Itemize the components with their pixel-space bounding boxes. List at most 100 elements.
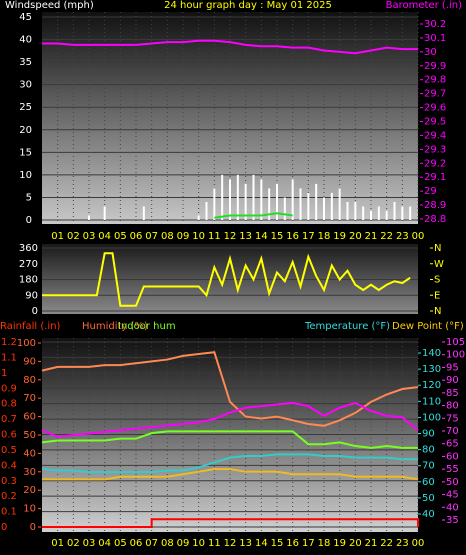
y3-tick-label: 60 (422, 477, 435, 488)
bar (299, 188, 302, 220)
y2-tick-label: 29 (424, 186, 437, 197)
y2-tick-label: 29.6 (424, 103, 446, 114)
x-tick-label: 23 (396, 538, 409, 549)
bar (385, 210, 388, 220)
bar (323, 197, 325, 220)
y4-tick-label: 105 (446, 337, 465, 348)
x-tick-label: 09 (177, 538, 190, 549)
y3-tick-label: 140 (422, 348, 441, 359)
bar (103, 206, 106, 220)
x-tick-label: 04 (98, 231, 111, 242)
bar (409, 206, 412, 220)
y-tick-label: 1.2 (1, 337, 17, 348)
y-tick-label: 5 (26, 192, 32, 203)
bar (142, 206, 145, 220)
bar (221, 174, 224, 220)
y2-tick-label: N (434, 243, 441, 254)
x-tick-label: 23 (396, 231, 409, 242)
bar (197, 215, 200, 220)
x-tick-label: 00 (412, 538, 425, 549)
x-tick-label: 09 (177, 231, 190, 242)
x-tick-label: 22 (380, 231, 393, 242)
axis-title: 24 hour graph day : May 01 2025 (164, 0, 332, 11)
axis-title: Rainfall (.in) (0, 321, 61, 332)
y-tick-label: 0.4 (1, 460, 17, 471)
x-tick-label: 07 (145, 231, 158, 242)
bar (354, 201, 357, 220)
y4-tick-label: 50 (446, 477, 459, 488)
x-tick-label: 08 (161, 538, 174, 549)
y2-tick-label: W (434, 259, 444, 270)
x-tick-label: 02 (67, 538, 80, 549)
y2-tick-label: 29.1 (424, 172, 446, 183)
y2-tick-label: 29.3 (424, 144, 446, 155)
bar (307, 192, 310, 220)
y2-tick-label: 28.8 (424, 214, 446, 225)
x-tick-label: 17 (302, 231, 315, 242)
x-tick-label: 11 (208, 231, 221, 242)
bar (283, 197, 286, 220)
x-tick-label: 02 (67, 231, 80, 242)
x-tick-label: 16 (286, 231, 299, 242)
y4-tick-label: 80 (446, 401, 459, 412)
y2-tick-label: 29.2 (424, 158, 446, 169)
bar (362, 206, 365, 220)
bar (268, 188, 271, 220)
x-tick-label: 12 (224, 538, 237, 549)
x-tick-label: 05 (114, 231, 127, 242)
y2-tick-label: 29.5 (424, 117, 446, 128)
y2-tick-label: N (434, 306, 441, 317)
y2-tick-label: 29.4 (424, 130, 446, 141)
y4-tick-label: 45 (446, 490, 459, 501)
y2-tick-label: E (434, 290, 440, 301)
x-tick-label: 19 (333, 231, 346, 242)
x-tick-label: 13 (239, 231, 252, 242)
y-tick-label: 0 (32, 306, 38, 317)
y4-tick-label: 75 (446, 413, 459, 424)
y4-tick-label: 60 (446, 451, 459, 462)
series-line (42, 468, 419, 481)
bar (330, 192, 333, 220)
x-tick-label: 10 (192, 538, 205, 549)
x-tick-label: 22 (380, 538, 393, 549)
y3-tick-label: 100 (422, 412, 441, 423)
y-tick-label: 1.1 (1, 352, 17, 363)
y2-tick-label: 30 (424, 47, 437, 58)
series-line (42, 252, 411, 307)
bar (291, 179, 294, 220)
x-tick-label: 06 (130, 538, 143, 549)
x-tick-label: 12 (224, 231, 237, 242)
bar (315, 183, 318, 220)
y-tick-label: 0.3 (1, 476, 17, 487)
bar (213, 188, 216, 220)
bar (88, 215, 90, 220)
bar (252, 174, 255, 220)
x-tick-label: 19 (333, 538, 346, 549)
y-tick-label: 1 (1, 368, 7, 379)
x-tick-label: 18 (318, 538, 331, 549)
x-tick-label: 03 (83, 231, 96, 242)
bar (401, 206, 404, 220)
y4-tick-label: 65 (446, 439, 459, 450)
legend-label: Indoor hum (118, 321, 176, 332)
x-tick-label: 07 (145, 538, 158, 549)
y4-tick-label: 90 (446, 375, 459, 386)
x-tick-label: 14 (255, 231, 268, 242)
y3-tick-label: 80 (422, 445, 435, 456)
y-tick-label: 360 (19, 243, 38, 254)
series-line (42, 518, 419, 528)
y2-tick-label: 0 (30, 522, 36, 533)
y3-tick-label: 40 (422, 509, 435, 520)
y-tick-label: 25 (19, 102, 32, 113)
y-tick-label: 40 (19, 35, 32, 46)
y2-tick-label: 28.9 (424, 200, 446, 211)
y-tick-label: 30 (19, 80, 32, 91)
y-tick-label: 20 (19, 125, 32, 136)
y-tick-label: 0.1 (1, 507, 17, 518)
axis-title: Humidity (%) (82, 321, 148, 332)
y-tick-label: 45 (19, 12, 32, 23)
bar (338, 188, 341, 220)
y-tick-label: 270 (19, 259, 38, 270)
bar (370, 210, 372, 220)
y2-tick-label: 90 (23, 356, 36, 367)
